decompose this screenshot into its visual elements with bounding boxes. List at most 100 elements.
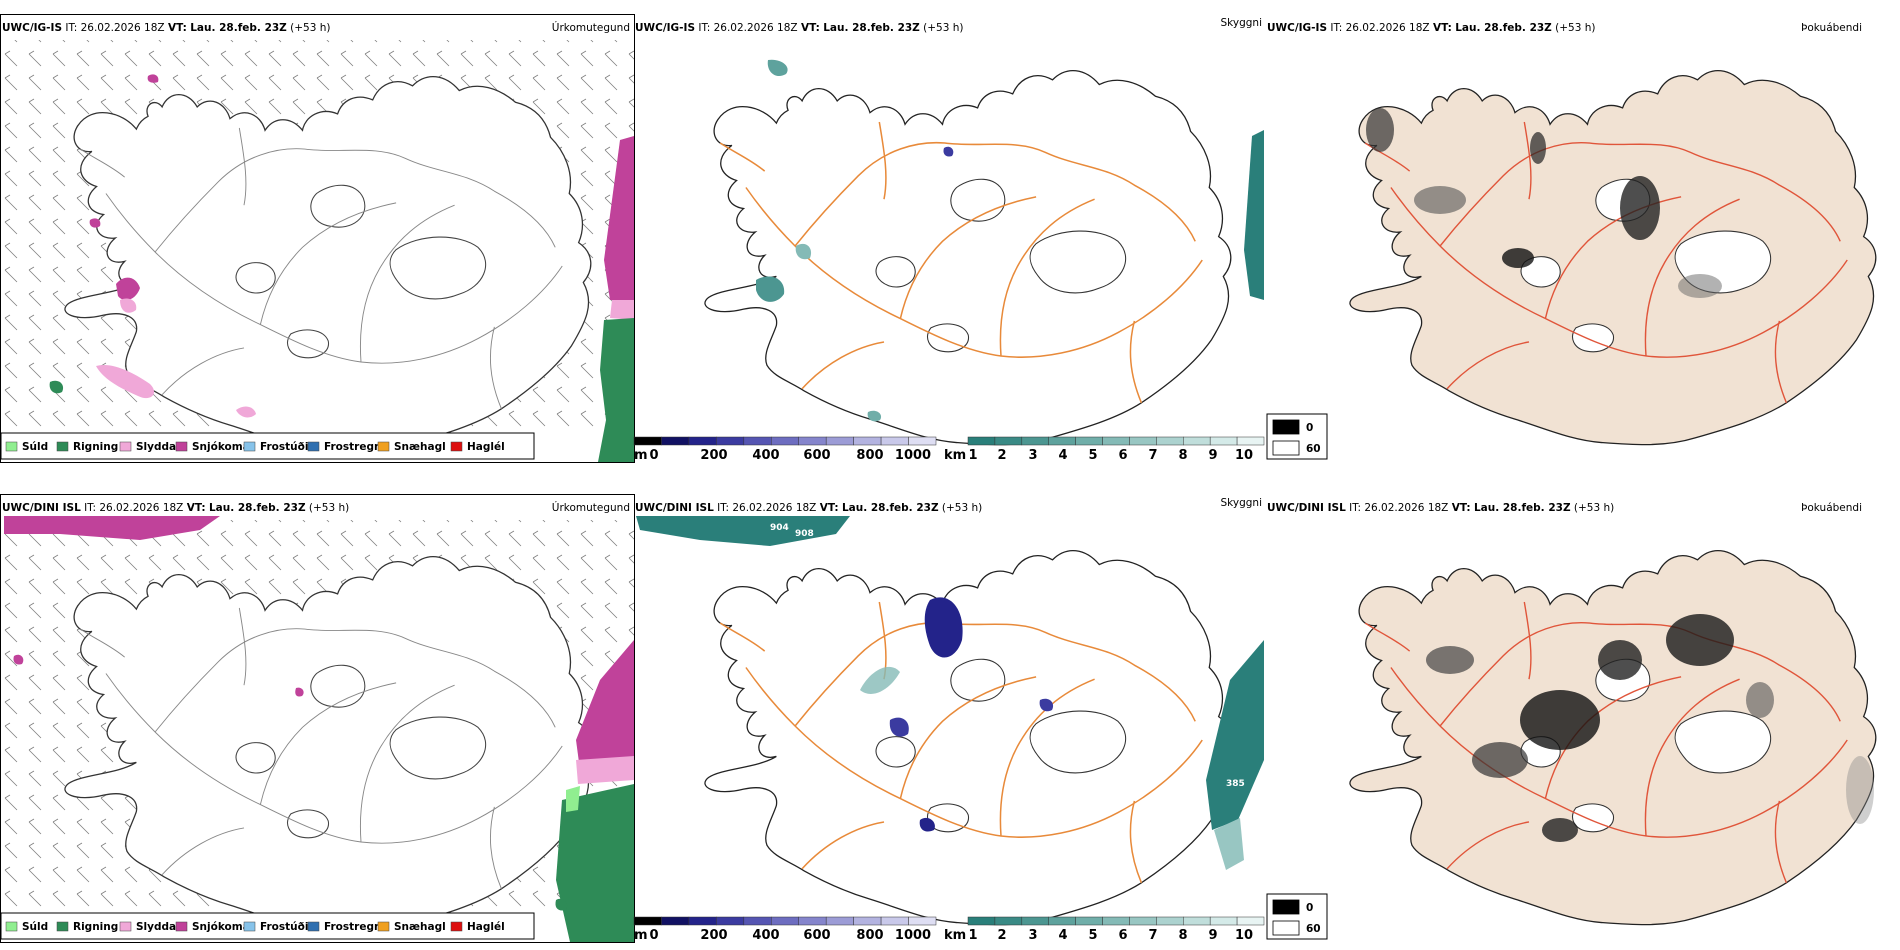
legend-label: Rigning xyxy=(73,441,118,453)
fog-swatch xyxy=(1272,899,1300,915)
legend-swatch xyxy=(5,921,18,932)
scale-unit: km xyxy=(944,928,966,943)
scale-tick: 3 xyxy=(1028,448,1037,463)
scale-bin xyxy=(1209,436,1238,446)
scale-tick: 600 xyxy=(803,928,830,943)
scale-tick: 1 xyxy=(968,928,977,943)
scale-bin xyxy=(771,916,799,926)
cloud-visibility-areas: 904 908 385 xyxy=(636,516,1264,870)
contour-label: 904 xyxy=(770,523,789,533)
legend-swatch xyxy=(119,921,132,932)
scale-bin xyxy=(688,436,717,446)
fog-indicator-panel-dini: UWC/DINI ISL IT: 26.02.2026 18Z VT: Lau.… xyxy=(1266,502,1877,940)
legend-label: Haglél xyxy=(467,921,505,933)
panel-title: UWC/IG-IS IT: 26.02.2026 18Z VT: Lau. 28… xyxy=(635,22,964,34)
scale-bin xyxy=(853,436,882,446)
fog-label: 60 xyxy=(1306,443,1321,455)
scale-tick: 1000 xyxy=(895,928,931,943)
scale-bin xyxy=(880,916,909,926)
scale-tick: 7 xyxy=(1148,928,1157,943)
iceland-map xyxy=(704,69,1232,446)
scale-bin xyxy=(825,916,854,926)
legend-swatch xyxy=(243,441,256,452)
scale-tick: 400 xyxy=(752,448,779,463)
legend-swatch xyxy=(450,441,463,452)
scale-tick: 8 xyxy=(1178,928,1187,943)
iceland-map xyxy=(1349,69,1877,446)
precip-legend: Súld Rigning Slydda Snjókoma Frostúði Frostre… xyxy=(0,912,535,940)
scale-tick: 4 xyxy=(1058,448,1067,463)
scale-bin xyxy=(1183,916,1211,926)
legend-label: Frostúði xyxy=(260,921,308,933)
scale-bin xyxy=(633,916,662,926)
field-name: Þokuábendi xyxy=(1801,502,1862,514)
legend-swatch xyxy=(377,441,390,452)
legend-swatch xyxy=(243,921,256,932)
scale-tick: 9 xyxy=(1208,448,1217,463)
scale-tick: 0 xyxy=(649,928,658,943)
legend-label: Súld xyxy=(22,441,48,453)
scale-bin xyxy=(880,436,909,446)
legend-label: Frostúði xyxy=(260,441,308,453)
fog-areas xyxy=(1426,614,1874,842)
legend-label: Haglél xyxy=(467,441,505,453)
legend-swatch xyxy=(175,441,188,452)
cloud-base-panel-ig: UWC/IG-IS IT: 26.02.2026 18Z VT: Lau. 28… xyxy=(633,17,1265,463)
scale-bin xyxy=(1183,436,1211,446)
cloud-base-scale: m 0 200 400 600 800 1000 xyxy=(633,916,937,943)
scale-bin xyxy=(798,436,827,446)
legend-swatch xyxy=(119,441,132,452)
scale-bin xyxy=(825,436,854,446)
legend-swatch xyxy=(56,441,69,452)
scale-tick: 3 xyxy=(1028,928,1037,943)
scale-tick: 400 xyxy=(752,928,779,943)
scale-bin xyxy=(1209,916,1238,926)
scale-tick: 200 xyxy=(700,448,727,463)
contour-label: 385 xyxy=(1226,779,1245,789)
scale-tick: 200 xyxy=(700,928,727,943)
iceland-map xyxy=(1349,549,1877,926)
fog-legend: 0 60 xyxy=(1266,893,1328,940)
scale-bin xyxy=(967,916,996,926)
scale-tick: 2 xyxy=(997,928,1006,943)
legend-swatch xyxy=(450,921,463,932)
field-name: Þokuábendi xyxy=(1801,22,1862,34)
panel-title: UWC/IG-IS IT: 26.02.2026 18Z VT: Lau. 28… xyxy=(2,22,331,34)
legend-label: Súld xyxy=(22,921,48,933)
legend-swatch xyxy=(377,921,390,932)
cloud-base-scale: m 0 200 400 600 800 1000 xyxy=(633,436,937,463)
fog-legend: 0 60 xyxy=(1266,413,1328,460)
fog-areas xyxy=(1366,108,1722,298)
cloud-base-panel-dini: UWC/DINI ISL IT: 26.02.2026 18Z VT: Lau.… xyxy=(633,497,1265,943)
scale-unit: km xyxy=(944,448,966,463)
panel-title: UWC/DINI ISL IT: 26.02.2026 18Z VT: Lau.… xyxy=(2,502,349,514)
scale-bin xyxy=(716,436,745,446)
scale-tick: 600 xyxy=(803,448,830,463)
scale-tick: 0 xyxy=(649,448,658,463)
scale-bin xyxy=(1048,916,1076,926)
scale-bin xyxy=(771,436,799,446)
scale-bin xyxy=(908,916,937,926)
legend-swatch xyxy=(56,921,69,932)
scale-bin xyxy=(633,436,662,446)
legend-swatch xyxy=(175,921,188,932)
scale-bin xyxy=(743,436,772,446)
scale-unit: m xyxy=(634,928,648,943)
scale-bin xyxy=(688,916,717,926)
legend-label: Snæhagl xyxy=(394,441,446,453)
scale-tick: 10 xyxy=(1235,928,1253,943)
legend-swatch xyxy=(307,921,320,932)
scale-tick: 2 xyxy=(997,448,1006,463)
fog-indicator-panel-ig: UWC/IG-IS IT: 26.02.2026 18Z VT: Lau. 28… xyxy=(1266,22,1877,460)
scale-tick: 4 xyxy=(1058,928,1067,943)
scale-bin xyxy=(1048,436,1076,446)
scale-tick: 6 xyxy=(1118,448,1127,463)
scale-bin xyxy=(1129,916,1157,926)
scale-bin xyxy=(1156,436,1184,446)
scale-unit: m xyxy=(634,448,648,463)
legend-label: Frostregn xyxy=(324,921,381,933)
scale-bin xyxy=(661,436,690,446)
scale-tick: 1000 xyxy=(895,448,931,463)
precip-areas xyxy=(4,516,634,942)
